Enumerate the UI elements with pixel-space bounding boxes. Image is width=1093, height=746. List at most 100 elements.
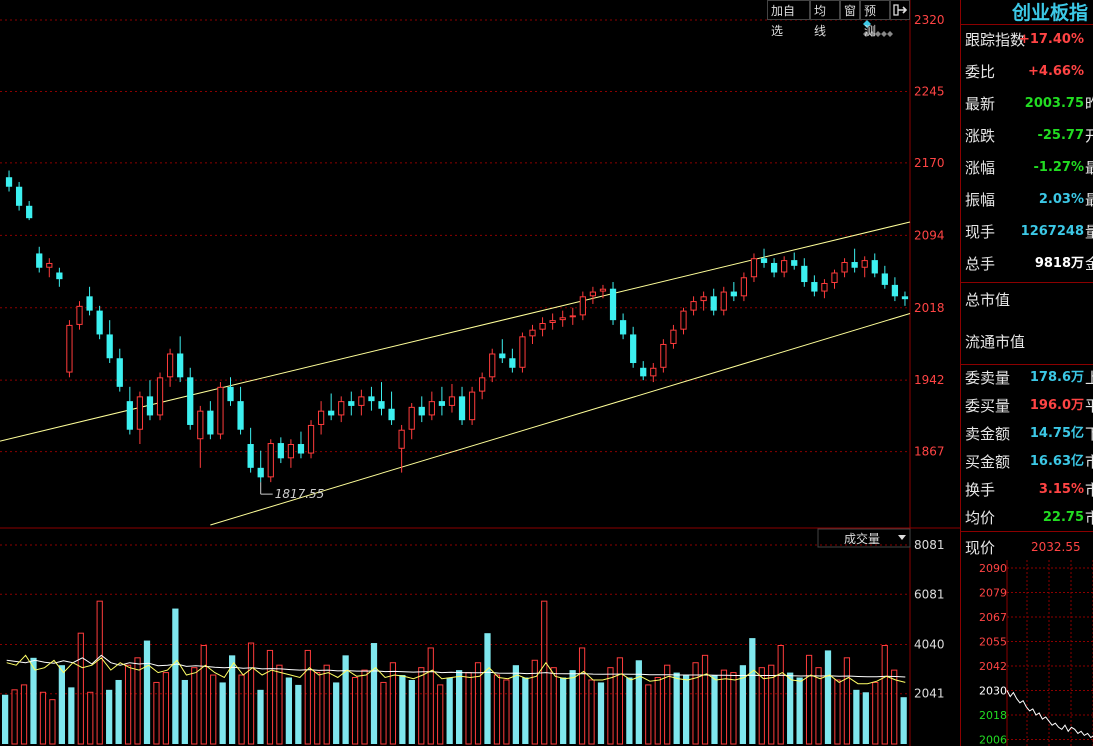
quote-row: 振幅 2.03% 最 xyxy=(961,184,1093,216)
volume-bar xyxy=(446,677,453,744)
volume-bar xyxy=(323,664,330,745)
candle-body-up xyxy=(307,424,315,454)
window-button[interactable]: 窗 xyxy=(840,0,860,20)
price-tick-label: 1942 xyxy=(914,373,945,387)
order-row: 换手 3.15% 市 xyxy=(961,476,1093,504)
price-tick-label: 1867 xyxy=(914,445,945,459)
volume-tick-label: 4040 xyxy=(914,638,945,652)
candle-body-up xyxy=(217,386,224,435)
candle-body-up xyxy=(781,260,788,273)
dropdown-icon xyxy=(898,535,906,540)
candle-body-down xyxy=(56,272,63,280)
candle-body-up xyxy=(317,410,325,425)
quote-value: 2003.75 xyxy=(1024,96,1084,111)
quote-value: +17.40% xyxy=(1018,32,1084,47)
volume-bar xyxy=(247,642,255,745)
quote-label: 振幅 xyxy=(965,191,996,209)
quote-row: 委比 +4.66% xyxy=(961,56,1093,88)
volume-tick-label: 8081 xyxy=(914,538,945,552)
candle-body-down xyxy=(881,273,888,285)
forecast-button[interactable]: 预测 xyxy=(860,0,890,38)
candle-body-down xyxy=(871,260,878,274)
ma-button[interactable]: 均线 xyxy=(810,0,840,38)
volume-bar xyxy=(522,677,529,744)
candle-body-up xyxy=(569,315,576,318)
candle-body-down xyxy=(770,262,778,273)
volume-tick-label: 6081 xyxy=(914,587,945,601)
volume-bar xyxy=(550,667,557,745)
volume-bar xyxy=(276,664,283,745)
candle-body-up xyxy=(136,396,144,430)
add-watchlist-button[interactable]: 加自选 xyxy=(767,0,810,38)
volume-bar xyxy=(399,675,406,744)
candle-body-up xyxy=(287,444,295,459)
candle-body-up xyxy=(690,301,697,311)
volume-bar xyxy=(588,679,595,745)
candle-body-up xyxy=(428,401,435,416)
volume-bar xyxy=(853,689,860,744)
diamond-icon xyxy=(863,20,871,28)
volume-bar xyxy=(285,677,292,744)
channel-lower-line xyxy=(210,312,911,526)
volume-bar xyxy=(616,657,624,745)
candle-body-up xyxy=(579,296,586,316)
candle-body-down xyxy=(710,296,717,311)
candle-body-up xyxy=(821,282,828,292)
order-row: 委买量 196.0万平 xyxy=(961,392,1093,420)
quote-tail: 最 xyxy=(1085,191,1093,209)
price-tick-label: 2245 xyxy=(914,84,945,98)
candle-body-down xyxy=(458,396,466,421)
candle-body-up xyxy=(539,323,546,330)
candle-body-up xyxy=(76,305,83,325)
candle-body-down xyxy=(227,386,234,402)
volume-bar xyxy=(49,699,56,745)
volume-bar xyxy=(304,649,311,745)
candle-body-down xyxy=(36,253,43,268)
panel-separator xyxy=(961,364,1093,365)
mini-tick-label: 2067 xyxy=(979,611,1007,624)
order-tail: 市 xyxy=(1085,481,1093,499)
volume-bar xyxy=(626,677,633,744)
candle-body-down xyxy=(811,282,818,292)
volume-bar xyxy=(333,682,340,744)
candle-body-down xyxy=(499,353,506,359)
volume-bar xyxy=(787,672,794,744)
candle-body-up xyxy=(831,272,838,283)
volume-bar xyxy=(881,644,888,745)
exit-icon[interactable] xyxy=(890,0,910,20)
diamond-icon xyxy=(875,31,881,37)
volume-bar xyxy=(351,677,359,745)
volume-bar xyxy=(607,667,614,745)
candle-body-down xyxy=(328,410,335,416)
candle-body-down xyxy=(801,265,808,283)
quote-label: 涨跌 xyxy=(965,127,996,145)
candle-body-down xyxy=(640,367,647,377)
volume-bar xyxy=(314,672,321,745)
volume-bar xyxy=(191,667,198,745)
candle-body-up xyxy=(670,329,677,344)
volume-bar xyxy=(493,674,501,745)
candle-body-down xyxy=(247,444,254,468)
quote-tail: 最 xyxy=(1085,159,1093,177)
volume-bar xyxy=(569,670,576,744)
diamond-icon xyxy=(881,31,887,37)
quote-label: 跟踪指数 xyxy=(965,31,1026,49)
volume-bar xyxy=(711,675,718,744)
volume-bar xyxy=(30,657,37,744)
candle-body-down xyxy=(126,401,133,430)
chart-bg xyxy=(0,0,960,746)
volume-label-box: 成交量 xyxy=(817,528,911,548)
mini-tick-label: 2055 xyxy=(979,636,1007,649)
volume-bar xyxy=(58,665,65,744)
candle-body-up xyxy=(46,262,53,268)
quote-value: +4.66% xyxy=(1028,64,1084,79)
volume-bar xyxy=(484,633,491,744)
candle-body-up xyxy=(489,353,496,378)
order-value: 3.15% xyxy=(1038,482,1084,497)
volume-bar xyxy=(664,664,671,745)
candle-body-down xyxy=(378,401,385,409)
volume-bar xyxy=(474,662,482,745)
volume-bar xyxy=(153,681,160,745)
candle-body-up xyxy=(700,296,707,302)
kline-chart[interactable]: 2320 2245 2170 2094 2018 1942 1867 1817.55 成交量 80… xyxy=(0,0,960,746)
